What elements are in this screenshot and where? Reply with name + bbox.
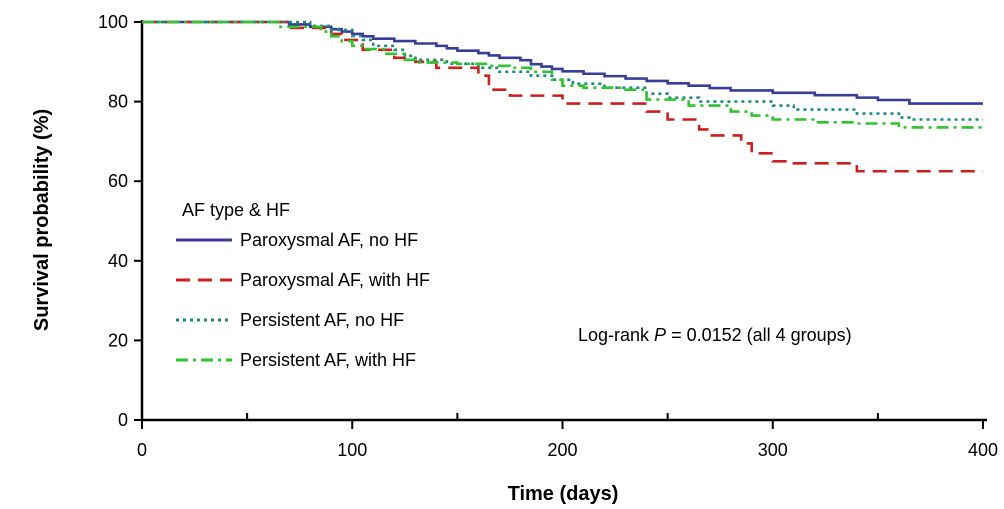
x-tick-label: 400 [968,440,998,460]
y-tick-label: 20 [108,330,128,350]
legend: AF type & HF Paroxysmal AF, no HF Paroxys… [176,200,430,370]
x-tick-label: 100 [337,440,367,460]
legend-label-4: Persistent AF, with HF [240,350,416,370]
y-tick-label: 0 [118,410,128,430]
series-lines [142,20,983,173]
series-line-3 [142,20,983,121]
y-tick-label: 40 [108,251,128,271]
legend-label-1: Paroxysmal AF, no HF [240,230,418,250]
annotation-p-symbol: P [654,325,666,345]
log-rank-annotation: Log-rank P = 0.0152 (all 4 groups) [578,325,852,345]
series-line-1 [142,20,983,105]
y-tick-label: 80 [108,92,128,112]
annotation-prefix: Log-rank [578,325,654,345]
annotation-suffix: = 0.0152 (all 4 groups) [666,325,852,345]
legend-label-3: Persistent AF, no HF [240,310,404,330]
x-tick-label: 0 [137,440,147,460]
legend-title: AF type & HF [182,200,290,220]
series-line-4 [142,20,983,129]
x-tick-label: 200 [547,440,577,460]
y-tick-label: 100 [98,12,128,32]
x-tick-label: 300 [758,440,788,460]
x-axis-title: Time (days) [508,483,619,505]
series-line-2 [142,20,983,173]
y-axis-title: Survival probability (%) [31,109,53,331]
axes: 0 20 40 60 80 100 0 100 200 300 400 [98,12,998,460]
legend-label-2: Paroxysmal AF, with HF [240,270,430,290]
y-tick-label: 60 [108,171,128,191]
